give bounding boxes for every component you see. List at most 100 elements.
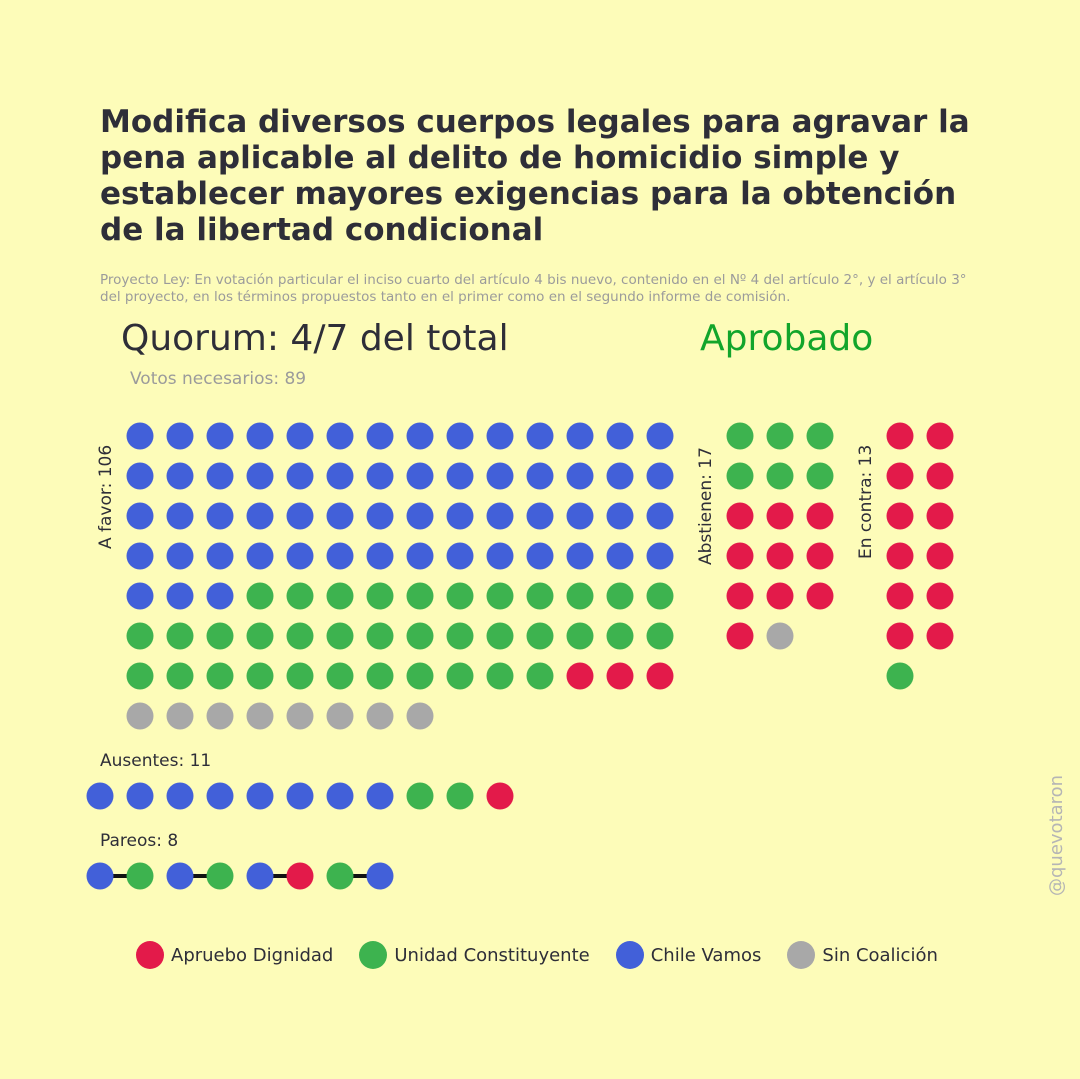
favor-vote-dot xyxy=(486,582,514,610)
contra-vote-dot xyxy=(886,622,914,650)
favor-vote-dot xyxy=(246,702,274,730)
favor-vote-dot xyxy=(366,502,394,530)
needed-votes-label: Votos necesarios: 89 xyxy=(130,369,307,389)
favor-vote-dot xyxy=(526,462,554,490)
favor-vote-dot xyxy=(166,502,194,530)
favor-vote-dot xyxy=(126,702,154,730)
favor-vote-dot xyxy=(646,542,674,570)
contra-vote-dot xyxy=(886,422,914,450)
legend-swatch xyxy=(359,941,388,969)
pair-vote-dot xyxy=(166,862,194,890)
favor-vote-dot xyxy=(166,622,194,650)
favor-vote-dot xyxy=(446,502,474,530)
favor-vote-dot xyxy=(286,662,314,690)
favor-vote-dot xyxy=(566,462,594,490)
favor-vote-dot xyxy=(606,622,634,650)
favor-vote-dot xyxy=(326,582,354,610)
abst-vote-dot xyxy=(766,582,794,610)
favor-vote-dot xyxy=(646,622,674,650)
favor-vote-dot xyxy=(406,542,434,570)
favor-vote-dot xyxy=(326,422,354,450)
favor-vote-dot xyxy=(366,582,394,610)
favor-vote-dot xyxy=(126,502,154,530)
favor-vote-dot xyxy=(366,622,394,650)
favor-vote-dot xyxy=(286,502,314,530)
favor-vote-dot xyxy=(286,702,314,730)
contra-vote-dot xyxy=(926,542,954,570)
favor-vote-dot xyxy=(206,702,234,730)
favor-vote-dot xyxy=(566,502,594,530)
favor-vote-dot xyxy=(446,582,474,610)
contra-vote-dot xyxy=(886,662,914,690)
legend-label: Chile Vamos xyxy=(650,944,762,966)
favor-vote-dot xyxy=(406,462,434,490)
contra-vote-dot xyxy=(926,622,954,650)
favor-vote-dot xyxy=(526,582,554,610)
legend-label: Unidad Constituyente xyxy=(394,944,590,966)
ausentes-vote-dot xyxy=(486,782,514,810)
result-label: Aprobado xyxy=(700,318,874,359)
pair-vote-dot xyxy=(286,862,314,890)
abst-vote-dot xyxy=(806,422,834,450)
legend-swatch xyxy=(615,941,644,969)
favor-vote-dot xyxy=(126,622,154,650)
favor-vote-dot xyxy=(486,662,514,690)
favor-vote-dot xyxy=(166,422,194,450)
favor-vote-dot xyxy=(326,502,354,530)
favor-vote-dot xyxy=(206,542,234,570)
abst-vote-dot xyxy=(766,422,794,450)
favor-vote-dot xyxy=(246,662,274,690)
favor-vote-dot xyxy=(566,662,594,690)
favor-vote-dot xyxy=(166,702,194,730)
pair-vote-dot xyxy=(206,862,234,890)
pair-vote-dot xyxy=(126,862,154,890)
ausentes-vote-dot xyxy=(406,782,434,810)
favor-vote-dot xyxy=(526,662,554,690)
favor-vote-dot xyxy=(366,422,394,450)
quorum-label: Quorum: 4/7 del total xyxy=(121,318,509,359)
favor-vote-dot xyxy=(126,662,154,690)
abst-vote-dot xyxy=(806,502,834,530)
favor-vote-dot xyxy=(446,662,474,690)
favor-vote-dot xyxy=(326,662,354,690)
favor-vote-dot xyxy=(366,662,394,690)
favor-vote-dot xyxy=(126,462,154,490)
favor-vote-dot xyxy=(326,462,354,490)
contra-vote-dot xyxy=(926,582,954,610)
favor-vote-dot xyxy=(646,422,674,450)
favor-vote-dot xyxy=(126,582,154,610)
favor-vote-dot xyxy=(166,542,194,570)
favor-vote-dot xyxy=(366,542,394,570)
favor-vote-dot xyxy=(606,462,634,490)
page-subtitle: Proyecto Ley: En votación particular el … xyxy=(100,272,967,305)
favor-vote-dot xyxy=(206,662,234,690)
favor-vote-dot xyxy=(206,582,234,610)
pair-vote-dot xyxy=(366,862,394,890)
favor-vote-dot xyxy=(606,422,634,450)
favor-vote-dot xyxy=(646,662,674,690)
legend-label: Apruebo Dignidad xyxy=(171,944,334,966)
favor-vote-dot xyxy=(366,702,394,730)
favor-vote-dot xyxy=(366,462,394,490)
contra-vote-dot xyxy=(926,462,954,490)
abst-vote-dot xyxy=(726,502,754,530)
contra-vote-dot xyxy=(886,502,914,530)
abst-vote-dot xyxy=(766,542,794,570)
abst-vote-dot xyxy=(806,542,834,570)
favor-vote-dot xyxy=(646,582,674,610)
favor-vote-dot xyxy=(166,462,194,490)
abst-vote-dot xyxy=(726,462,754,490)
legend-item-unidad: Unidad Constituyente xyxy=(359,941,590,969)
favor-vote-dot xyxy=(246,502,274,530)
legend-swatch xyxy=(136,941,164,969)
favor-vote-dot xyxy=(286,542,314,570)
favor-vote-dot xyxy=(606,542,634,570)
favor-vote-dot xyxy=(326,622,354,650)
favor-vote-dot xyxy=(646,462,674,490)
favor-vote-dot xyxy=(246,462,274,490)
pairs-label: Pareos: 8 xyxy=(100,831,179,851)
favor-vote-dot xyxy=(406,502,434,530)
favor-vote-dot xyxy=(406,422,434,450)
favor-vote-dot xyxy=(486,622,514,650)
